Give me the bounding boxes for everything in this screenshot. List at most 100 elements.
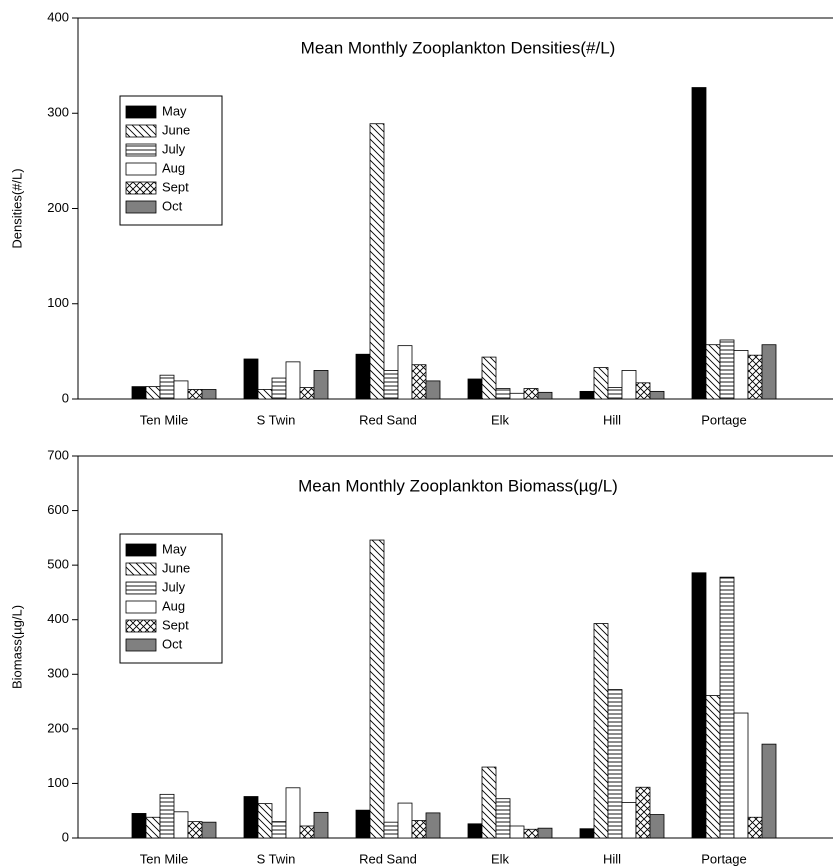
bar <box>691 87 707 400</box>
legend-swatch <box>125 181 157 195</box>
legend-label: Sept <box>162 617 189 632</box>
bar <box>201 821 217 839</box>
bar <box>705 695 721 839</box>
x-tick-label: Portage <box>701 851 747 866</box>
bar <box>523 828 539 839</box>
legend-label: July <box>162 579 186 594</box>
legend-label: July <box>162 141 186 156</box>
bar <box>313 811 329 839</box>
bar <box>537 827 553 839</box>
bar <box>355 353 371 400</box>
bar <box>649 390 665 400</box>
bar <box>187 821 203 839</box>
legend-swatch <box>125 562 157 576</box>
bar <box>635 786 651 839</box>
bar <box>537 391 553 400</box>
bar <box>285 361 301 400</box>
y-tick-label: 500 <box>47 557 69 572</box>
bar <box>411 820 427 839</box>
bar <box>761 344 777 400</box>
bar <box>733 350 749 400</box>
x-tick-label: S Twin <box>257 412 296 427</box>
legend-swatch <box>125 162 157 176</box>
bar <box>397 802 413 839</box>
y-tick-label: 400 <box>47 611 69 626</box>
bar <box>271 821 287 839</box>
legend-swatch <box>125 543 157 557</box>
legend-swatch <box>125 200 157 214</box>
bar <box>761 743 777 839</box>
y-tick-label: 300 <box>47 666 69 681</box>
bar <box>621 370 637 400</box>
bar <box>383 821 399 839</box>
y-axis-label: Densities(#/L) <box>9 168 24 248</box>
legend-label: Sept <box>162 179 189 194</box>
legend-label: Aug <box>162 160 185 175</box>
bar <box>747 354 763 400</box>
y-tick-label: 200 <box>47 200 69 215</box>
x-tick-label: S Twin <box>257 851 296 866</box>
bar <box>481 356 497 400</box>
legend-label: June <box>162 560 190 575</box>
bar <box>313 370 329 400</box>
x-tick-label: Portage <box>701 412 747 427</box>
y-tick-label: 700 <box>47 447 69 462</box>
bar <box>243 358 259 400</box>
y-tick-label: 400 <box>47 9 69 24</box>
bar <box>369 539 385 839</box>
bar <box>369 123 385 400</box>
legend-swatch <box>125 600 157 614</box>
bar <box>649 814 665 839</box>
bar <box>467 823 483 839</box>
bar <box>271 377 287 400</box>
bar <box>481 766 497 839</box>
bar <box>593 623 609 839</box>
bar <box>425 812 441 839</box>
bar <box>187 389 203 400</box>
legend-label: Aug <box>162 598 185 613</box>
bar <box>201 389 217 400</box>
y-tick-label: 0 <box>62 829 69 844</box>
legend-label: May <box>162 103 187 118</box>
bar <box>509 392 525 400</box>
bar <box>495 388 511 400</box>
legend-label: June <box>162 122 190 137</box>
bar <box>691 572 707 839</box>
bar <box>173 380 189 400</box>
bar <box>579 828 595 839</box>
bar <box>159 793 175 839</box>
bar <box>173 811 189 839</box>
bar <box>425 380 441 400</box>
bar <box>635 382 651 400</box>
bar <box>719 339 735 400</box>
bar <box>705 344 721 400</box>
bar <box>495 798 511 839</box>
y-tick-label: 300 <box>47 105 69 120</box>
bar <box>243 796 259 839</box>
bar <box>131 386 147 400</box>
bar <box>467 378 483 400</box>
legend-label: May <box>162 541 187 556</box>
bar <box>607 387 623 400</box>
bar <box>397 345 413 400</box>
bar <box>131 813 147 839</box>
y-tick-label: 0 <box>62 390 69 405</box>
legend-swatch <box>125 124 157 138</box>
bar <box>383 370 399 400</box>
bar <box>159 374 175 400</box>
legend-swatch <box>125 619 157 633</box>
y-tick-label: 200 <box>47 720 69 735</box>
x-tick-label: Hill <box>603 851 621 866</box>
bar <box>257 803 273 839</box>
y-tick-label: 600 <box>47 502 69 517</box>
y-axis-label: Biomass(µg/L) <box>9 605 24 689</box>
bar <box>747 816 763 839</box>
x-tick-label: Elk <box>491 851 510 866</box>
x-tick-label: Elk <box>491 412 510 427</box>
bar <box>593 367 609 400</box>
bar <box>257 389 273 400</box>
bar <box>299 825 315 839</box>
bar <box>355 809 371 839</box>
